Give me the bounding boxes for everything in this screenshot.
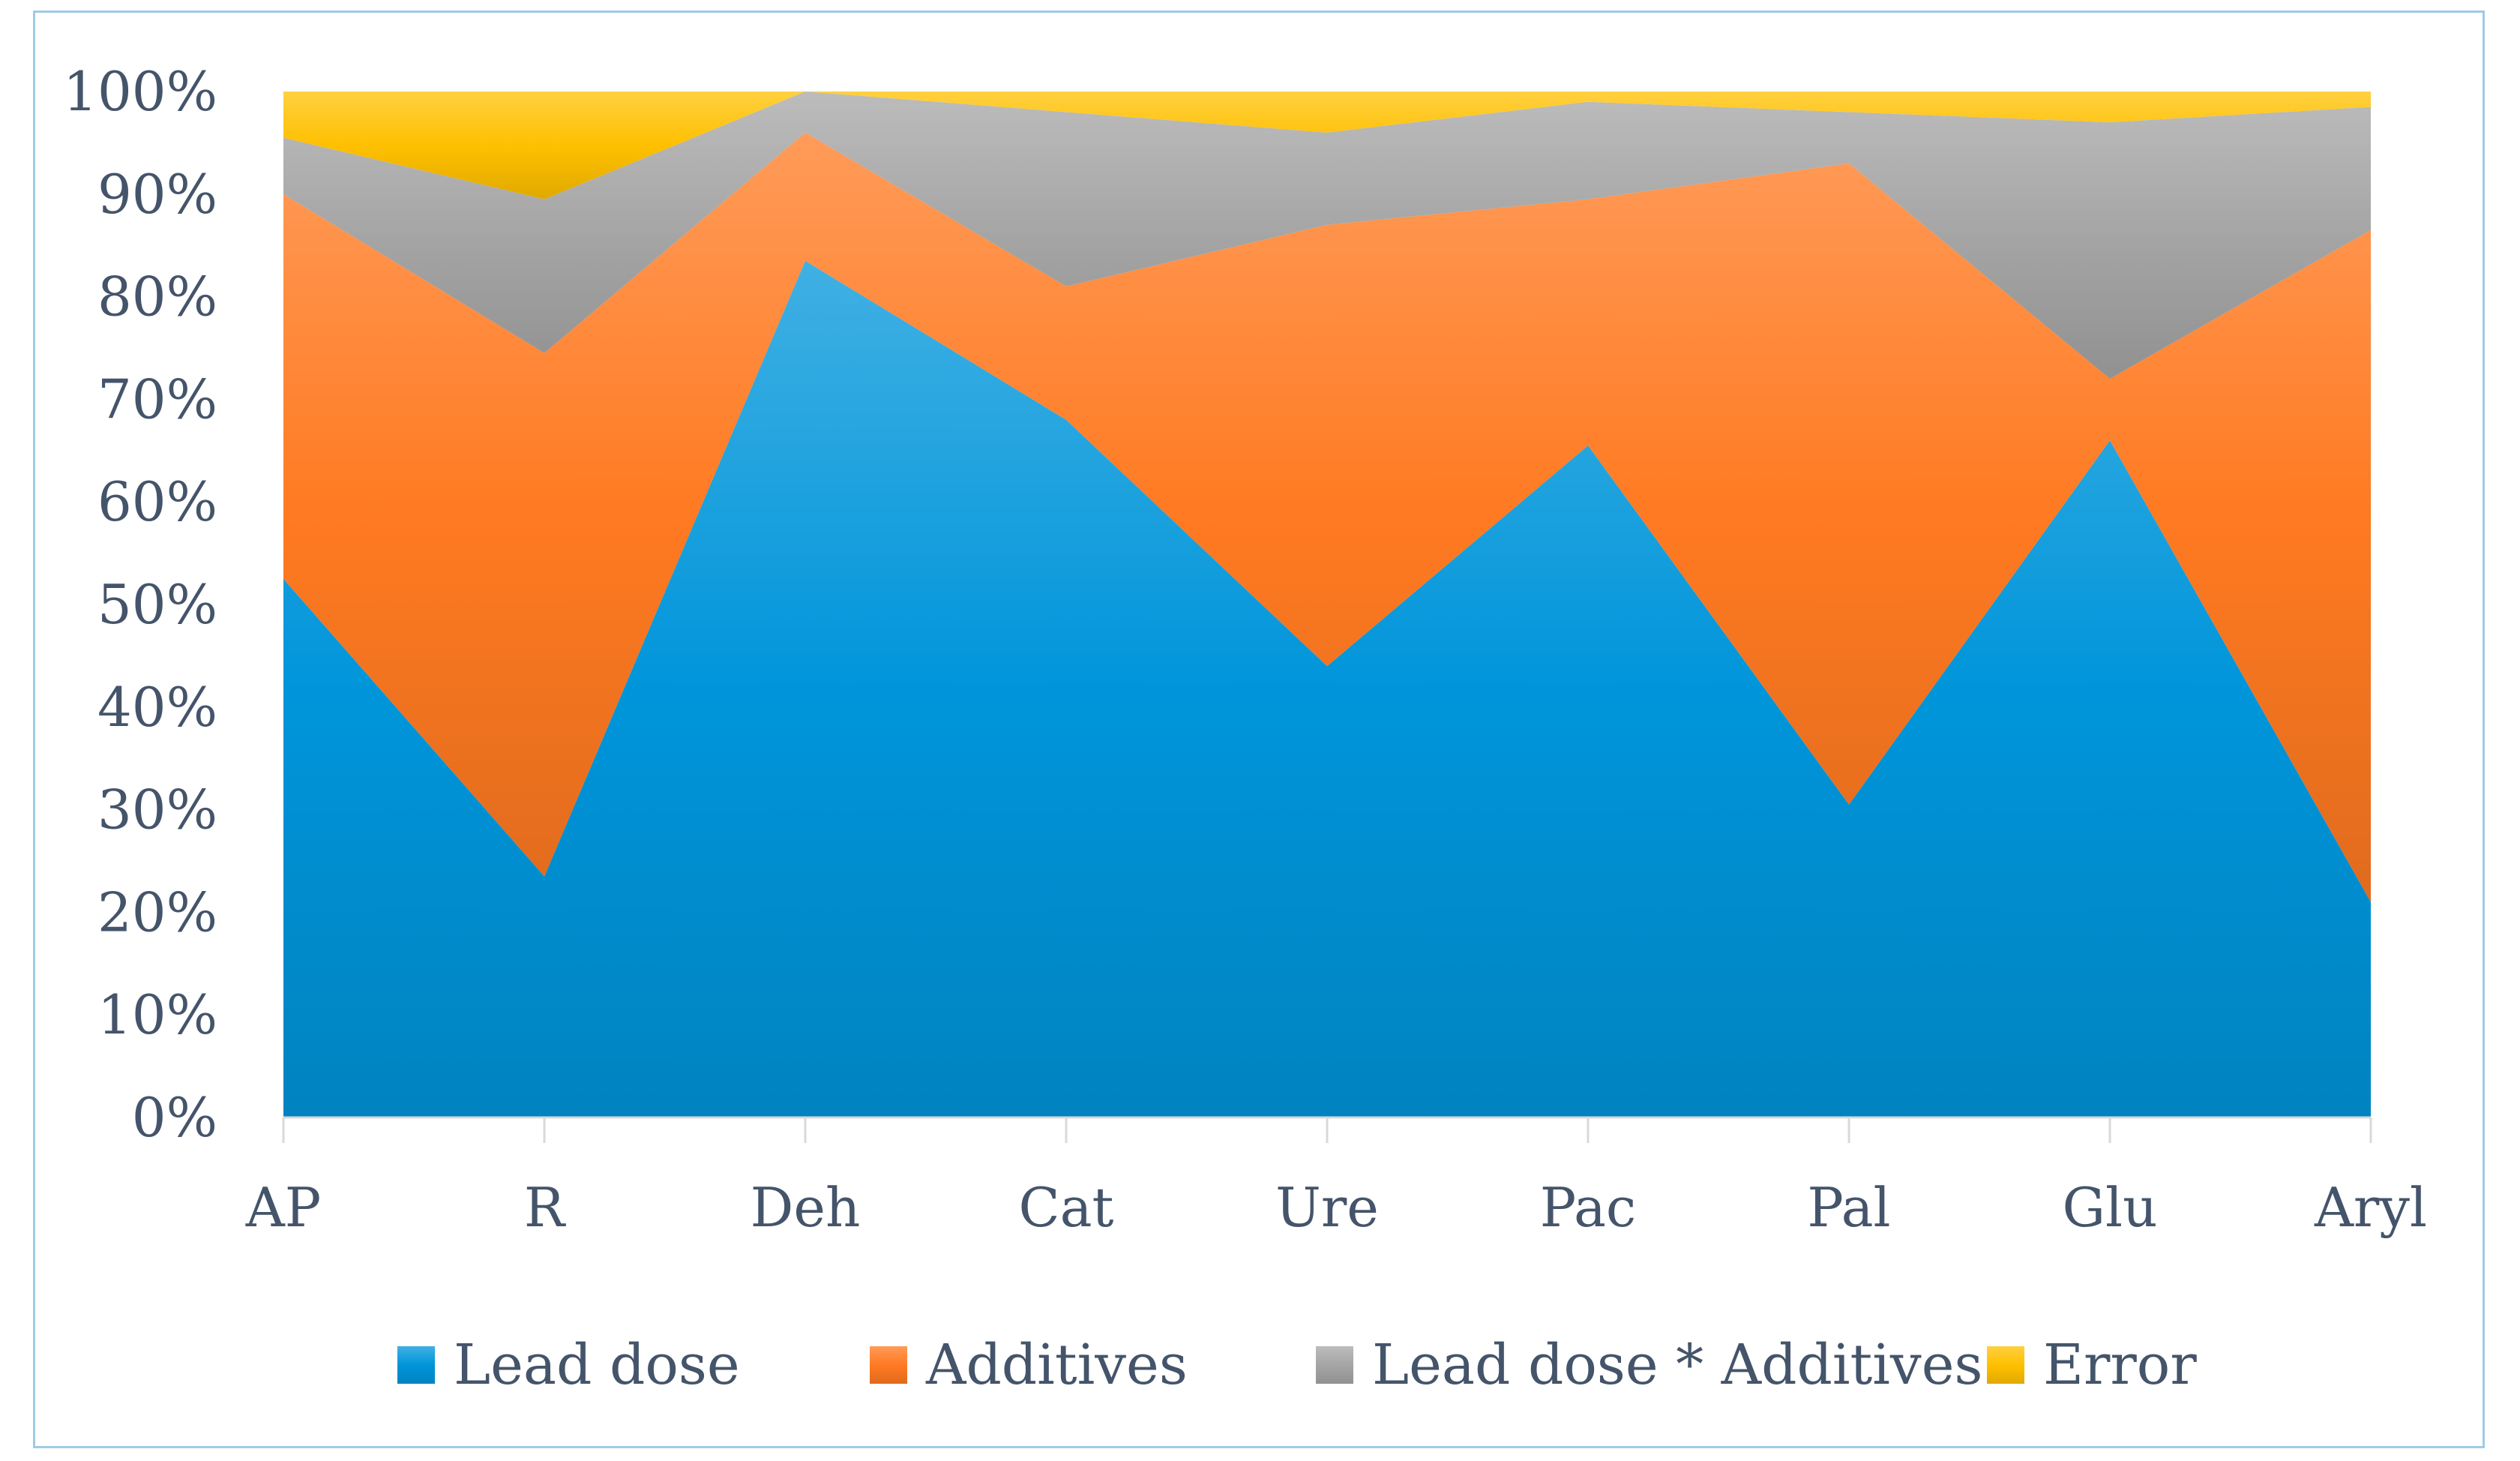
legend-item-lead-dose-additives: Lead dose * Additives	[1316, 1333, 1983, 1397]
y-tick-label: 70%	[97, 368, 217, 430]
x-tick-label: Aryl	[2314, 1176, 2427, 1239]
legend-label: Additives	[925, 1333, 1188, 1397]
x-tick-label: Pac	[1540, 1176, 1636, 1239]
x-tick-label: Ure	[1275, 1176, 1379, 1239]
legend-label: Error	[2043, 1333, 2197, 1397]
legend-swatch	[870, 1346, 907, 1384]
x-tick-label: Glu	[2063, 1176, 2158, 1239]
legend-item-error: Error	[1987, 1333, 2197, 1397]
legend-label: Lead dose * Additives	[1372, 1333, 1983, 1397]
y-tick-label: 0%	[132, 1086, 217, 1149]
legend-item-lead-dose: Lead dose	[397, 1333, 740, 1397]
x-tick-label: Cat	[1019, 1176, 1114, 1239]
area-lead-dose-additives	[283, 92, 2371, 379]
y-tick-label: 20%	[97, 880, 217, 944]
y-tick-label: 60%	[97, 470, 217, 533]
y-tick-label: 80%	[97, 266, 217, 328]
y-tick-label: 90%	[97, 163, 217, 226]
x-tick-label: Pal	[1807, 1176, 1890, 1239]
y-tick-label: 10%	[97, 983, 217, 1046]
x-tick-label: Deh	[751, 1176, 861, 1239]
y-tick-label: 40%	[97, 676, 217, 739]
y-tick-label: 50%	[97, 573, 217, 636]
legend-label: Lead dose	[454, 1333, 740, 1397]
y-tick-label: 30%	[97, 778, 217, 842]
x-tick-label: R	[524, 1176, 566, 1239]
legend-item-additives: Additives	[870, 1333, 1188, 1397]
x-tick-label: AP	[245, 1176, 321, 1239]
area-additives	[283, 132, 2371, 902]
area-lead-dose	[283, 260, 2371, 1118]
legend-swatch	[1987, 1346, 2024, 1384]
legend-swatch	[1316, 1346, 1353, 1384]
legend-swatch	[397, 1346, 435, 1384]
area-error	[283, 92, 2371, 200]
y-tick-label: 100%	[63, 60, 217, 123]
